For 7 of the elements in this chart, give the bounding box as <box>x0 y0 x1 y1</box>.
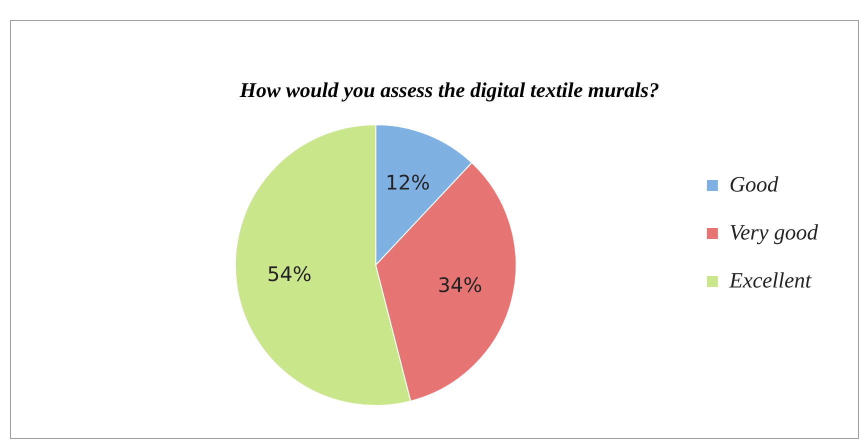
data-label: 34% <box>438 272 482 297</box>
data-label: 12% <box>386 170 430 194</box>
data-label: 54% <box>267 262 312 286</box>
chart-title: How would you assess the digital textile murals? <box>238 78 660 102</box>
legend-label: Very good <box>729 219 819 244</box>
legend-label: Excellent <box>728 267 812 292</box>
legend-label: Good <box>729 171 780 196</box>
